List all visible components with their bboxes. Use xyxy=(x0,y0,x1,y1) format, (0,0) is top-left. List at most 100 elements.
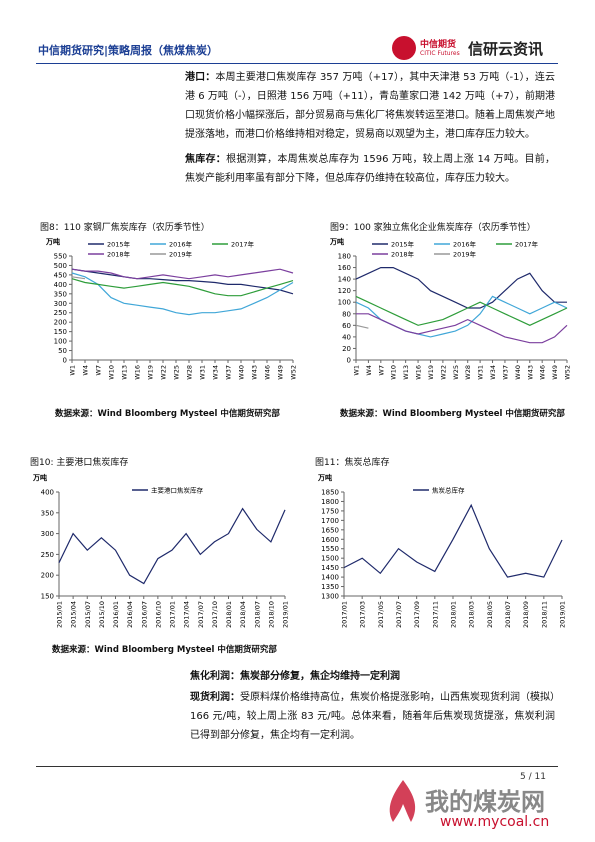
y-tick-label: 0 xyxy=(347,357,351,365)
series-line xyxy=(343,503,563,578)
y-tick-label: 1650 xyxy=(321,526,339,534)
y-tick-label: 160 xyxy=(338,264,351,272)
y-tick-label: 500 xyxy=(54,262,67,270)
x-tick-label: 2017/07 xyxy=(395,601,403,628)
x-tick-label: W13 xyxy=(121,365,129,380)
y-axis-label: 万吨 xyxy=(32,473,47,482)
x-tick-label: W10 xyxy=(108,365,116,380)
y-tick-label: 300 xyxy=(54,300,67,308)
label: 港口： xyxy=(185,72,216,83)
x-tick-label: 2018/05 xyxy=(486,601,494,628)
x-tick-label: 2017/10 xyxy=(211,601,219,628)
y-tick-label: 50 xyxy=(58,347,67,355)
x-tick-label: W40 xyxy=(238,365,246,380)
x-tick-label: W49 xyxy=(551,365,559,380)
y-tick-label: 300 xyxy=(41,530,54,538)
x-tick-label: 2015/01 xyxy=(56,601,64,628)
x-tick-label: 2017/03 xyxy=(359,601,367,628)
x-tick-label: W34 xyxy=(489,365,497,380)
x-tick-label: 2018/07 xyxy=(504,601,512,628)
caption: 图8：110 家钢厂焦炭库存（农历季节性） xyxy=(40,223,210,233)
y-tick-label: 350 xyxy=(54,290,67,298)
x-tick-label: W28 xyxy=(464,365,472,380)
x-tick-label: W40 xyxy=(514,365,522,380)
x-tick-label: W22 xyxy=(439,365,447,380)
y-tick-label: 1700 xyxy=(321,517,339,525)
paragraph: 现货利润：受原料煤价格维持高位，焦炭价格提涨影响，山西焦炭现货利润（模拟）166… xyxy=(190,688,555,745)
x-tick-label: W25 xyxy=(452,365,460,380)
x-tick-label: 2017/09 xyxy=(413,601,421,628)
x-tick-label: W13 xyxy=(402,365,410,380)
series-line xyxy=(71,276,86,280)
footer-rule xyxy=(36,766,558,767)
x-tick-label: 2018/01 xyxy=(450,601,458,628)
legend-label: 2019年 xyxy=(169,250,193,259)
x-tick-label: W37 xyxy=(501,365,509,380)
series-line xyxy=(355,324,369,329)
y-tick-label: 250 xyxy=(41,551,54,559)
chart: 万吨 0 20 40 60 80 100 120 140 160 180 W1 W4 W7 W10 W13 W1… xyxy=(329,237,572,380)
legend-label: 2017年 xyxy=(515,240,539,249)
caption: 图9：100 家独立焦化企业焦炭库存（农历季节性） xyxy=(330,223,536,233)
legend-label: 2018年 xyxy=(107,250,131,259)
x-tick-label: 2018/01 xyxy=(225,601,233,628)
y-tick-label: 20 xyxy=(342,345,351,353)
x-tick-label: 2016/04 xyxy=(126,601,134,628)
y-tick-label: 1300 xyxy=(321,593,339,601)
watermark-url: www.mycoal.cn xyxy=(440,814,550,830)
legend-label: 焦炭总库存 xyxy=(432,486,465,495)
x-tick-label: W16 xyxy=(415,365,423,380)
x-tick-label: W19 xyxy=(147,365,155,380)
label: 焦库存： xyxy=(185,154,227,165)
x-tick-label: W37 xyxy=(225,365,233,380)
series-line xyxy=(71,268,294,295)
legend-label: 2016年 xyxy=(453,240,477,249)
x-tick-label: W46 xyxy=(264,365,272,380)
section-heading: 焦化利润：焦炭部分修复，焦企均维持一定利润 xyxy=(190,671,400,682)
text: 根据测算，本周焦炭总库存为 1596 万吨，较上周上涨 14 万吨。目前，焦炭产… xyxy=(185,154,556,184)
source: 数据来源：Wind Bloomberg Mysteel 中信期货研究部 xyxy=(340,409,565,419)
x-tick-label: W28 xyxy=(186,365,194,380)
paragraph: 焦库存：根据测算，本周焦炭总库存为 1596 万吨，较上周上涨 14 万吨。目前… xyxy=(185,150,555,188)
x-tick-label: W16 xyxy=(134,365,142,380)
y-tick-label: 1850 xyxy=(321,489,339,497)
y-tick-label: 1550 xyxy=(321,545,339,553)
x-tick-label: W52 xyxy=(290,365,298,380)
paragraph: 港口：本周主要港口焦炭库存 357 万吨（+17），其中天津港 53 万吨（-1… xyxy=(185,68,555,144)
x-tick-label: W1 xyxy=(353,365,361,376)
y-tick-label: 250 xyxy=(54,309,67,317)
x-tick-label: W1 xyxy=(69,365,77,376)
y-axis-label: 万吨 xyxy=(329,237,344,246)
x-tick-label: W43 xyxy=(526,365,534,380)
x-tick-label: W46 xyxy=(539,365,547,380)
x-tick-label: W19 xyxy=(427,365,435,380)
x-tick-label: 2017/01 xyxy=(341,601,349,628)
y-axis-label: 万吨 xyxy=(317,473,332,482)
x-tick-label: W52 xyxy=(564,365,572,380)
x-tick-label: 2017/11 xyxy=(431,601,439,628)
legend-label: 2017年 xyxy=(231,240,255,249)
x-tick-label: W43 xyxy=(251,365,259,380)
y-tick-label: 80 xyxy=(342,310,351,318)
source: 数据来源：Wind Bloomberg Mysteel 中信期货研究部 xyxy=(55,409,280,419)
chart: 万吨 150 200 250 300 350 400 2015/01 2015/04 2015/0… xyxy=(32,473,290,628)
x-tick-label: W10 xyxy=(390,365,398,380)
page-number: 5 / 11 xyxy=(520,772,546,782)
legend-label: 2018年 xyxy=(391,250,415,259)
x-tick-label: W34 xyxy=(212,365,220,380)
x-tick-label: 2016/07 xyxy=(140,601,148,628)
x-tick-label: 2018/09 xyxy=(522,601,530,628)
x-tick-label: 2019/01 xyxy=(559,601,567,628)
x-tick-label: W49 xyxy=(277,365,285,380)
label: 现货利润： xyxy=(190,692,240,703)
x-tick-label: 2016/01 xyxy=(112,601,120,628)
x-tick-label: W7 xyxy=(377,365,385,376)
x-tick-label: 2019/01 xyxy=(282,601,290,628)
y-tick-label: 1800 xyxy=(321,498,339,506)
legend-label: 2019年 xyxy=(453,250,477,259)
logo-cn: 中信期货 xyxy=(420,40,457,50)
y-axis-label: 万吨 xyxy=(45,237,60,246)
source: 数据来源：Wind Bloomberg Mysteel 中信期货研究部 xyxy=(52,645,277,655)
